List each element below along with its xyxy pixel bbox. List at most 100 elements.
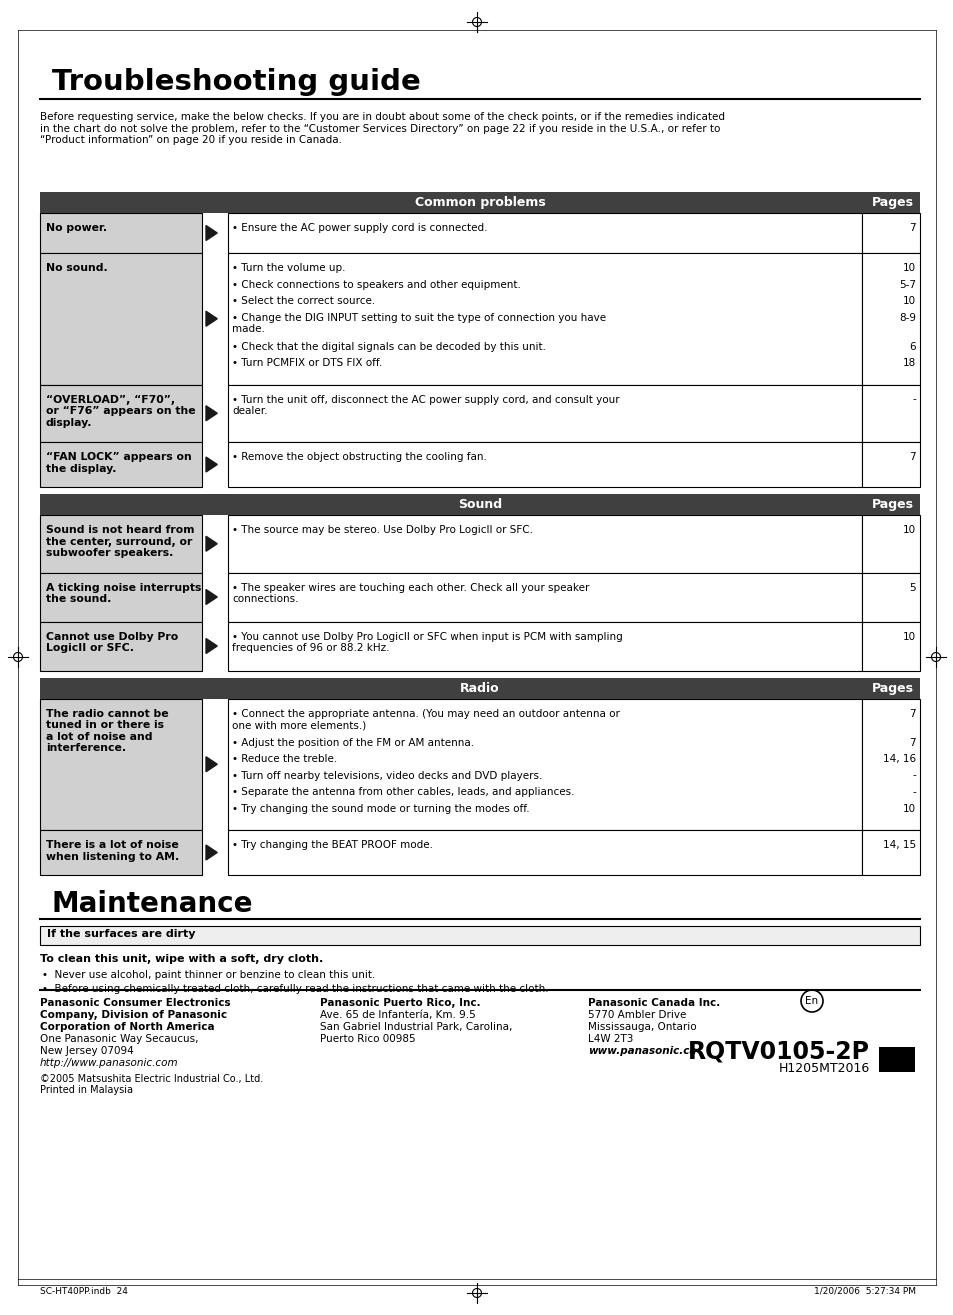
Text: Company, Division of Panasonic: Company, Division of Panasonic: [40, 1010, 227, 1020]
Text: San Gabriel Industrial Park, Carolina,: San Gabriel Industrial Park, Carolina,: [319, 1022, 512, 1032]
Bar: [228, 252, 862, 384]
Bar: [40, 213, 202, 252]
Bar: [228, 213, 862, 252]
Bar: [40, 622, 202, 671]
Text: 10: 10: [902, 525, 915, 535]
Text: • Check that the digital signals can be decoded by this unit.: • Check that the digital signals can be …: [232, 342, 545, 351]
Text: 5-7: 5-7: [898, 280, 915, 289]
Text: 7: 7: [908, 709, 915, 718]
Bar: [862, 384, 919, 442]
Text: 18: 18: [902, 358, 915, 368]
Text: 7: 7: [908, 738, 915, 747]
Text: Pages: Pages: [871, 196, 913, 209]
Text: Pages: Pages: [871, 498, 913, 512]
Text: 8-9: 8-9: [898, 313, 915, 322]
Bar: [40, 384, 202, 442]
Text: 14, 15: 14, 15: [882, 840, 915, 849]
Text: Cannot use Dolby Pro
LogicII or SFC.: Cannot use Dolby Pro LogicII or SFC.: [46, 631, 178, 654]
Polygon shape: [206, 537, 217, 551]
Bar: [862, 572, 919, 622]
Text: Mississauga, Ontario: Mississauga, Ontario: [587, 1022, 696, 1032]
Text: Panasonic Canada Inc.: Panasonic Canada Inc.: [587, 998, 720, 1009]
Text: • Connect the appropriate antenna. (You may need an outdoor antenna or
one with : • Connect the appropriate antenna. (You …: [232, 709, 619, 730]
Bar: [862, 622, 919, 671]
Text: 10: 10: [902, 803, 915, 814]
Polygon shape: [206, 589, 217, 605]
Text: RQTV0105-2P: RQTV0105-2P: [687, 1040, 869, 1064]
Text: No sound.: No sound.: [46, 263, 108, 274]
Text: • Try changing the BEAT PROOF mode.: • Try changing the BEAT PROOF mode.: [232, 840, 433, 849]
Text: • Check connections to speakers and other equipment.: • Check connections to speakers and othe…: [232, 280, 520, 289]
Text: -: -: [911, 394, 915, 405]
Bar: [862, 830, 919, 874]
Text: • Separate the antenna from other cables, leads, and appliances.: • Separate the antenna from other cables…: [232, 786, 574, 797]
Text: • Ensure the AC power supply cord is connected.: • Ensure the AC power supply cord is con…: [232, 224, 487, 233]
Text: -: -: [911, 771, 915, 781]
Text: 5770 Ambler Drive: 5770 Ambler Drive: [587, 1010, 685, 1020]
Text: • Reduce the treble.: • Reduce the treble.: [232, 753, 337, 764]
Text: • Turn PCMFIX or DTS FIX off.: • Turn PCMFIX or DTS FIX off.: [232, 358, 382, 368]
Text: “OVERLOAD”, “F70”,
or “F76” appears on the
display.: “OVERLOAD”, “F70”, or “F76” appears on t…: [46, 394, 195, 427]
Text: www.panasonic.ca: www.panasonic.ca: [587, 1045, 696, 1056]
Bar: [40, 252, 202, 384]
Text: 7: 7: [908, 224, 915, 233]
Text: 14, 16: 14, 16: [882, 753, 915, 764]
Text: Panasonic Puerto Rico, Inc.: Panasonic Puerto Rico, Inc.: [319, 998, 480, 1009]
Bar: [40, 572, 202, 622]
Text: There is a lot of noise
when listening to AM.: There is a lot of noise when listening t…: [46, 840, 179, 861]
Text: Common problems: Common problems: [415, 196, 545, 209]
Text: SC-HT40PP.indb  24: SC-HT40PP.indb 24: [40, 1287, 128, 1297]
Bar: [878, 1047, 914, 1072]
Text: L4W 2T3: L4W 2T3: [587, 1034, 633, 1044]
Bar: [40, 926, 919, 945]
Text: Maintenance: Maintenance: [52, 890, 253, 918]
Text: -: -: [911, 786, 915, 797]
Text: • Adjust the position of the FM or AM antenna.: • Adjust the position of the FM or AM an…: [232, 738, 474, 747]
Polygon shape: [206, 846, 217, 860]
Text: Sound is not heard from
the center, surround, or
subwoofer speakers.: Sound is not heard from the center, surr…: [46, 525, 194, 558]
Bar: [228, 622, 862, 671]
Text: Sound: Sound: [457, 498, 501, 512]
Text: http://www.panasonic.com: http://www.panasonic.com: [40, 1059, 178, 1068]
Text: • Try changing the sound mode or turning the modes off.: • Try changing the sound mode or turning…: [232, 803, 529, 814]
Bar: [40, 192, 919, 213]
Bar: [40, 494, 919, 515]
Text: Pages: Pages: [871, 681, 913, 694]
Text: Before requesting service, make the below checks. If you are in doubt about some: Before requesting service, make the belo…: [40, 112, 724, 145]
Bar: [862, 698, 919, 830]
Bar: [862, 442, 919, 487]
Polygon shape: [206, 225, 217, 241]
Text: Printed in Malaysia: Printed in Malaysia: [40, 1085, 132, 1095]
Text: 10: 10: [902, 263, 915, 274]
Text: 1/20/2006  5:27:34 PM: 1/20/2006 5:27:34 PM: [813, 1287, 915, 1297]
Text: One Panasonic Way Secaucus,: One Panasonic Way Secaucus,: [40, 1034, 198, 1044]
Text: • Turn the volume up.: • Turn the volume up.: [232, 263, 345, 274]
Bar: [40, 830, 202, 874]
Bar: [40, 442, 202, 487]
Polygon shape: [206, 458, 217, 472]
Text: •  Before using chemically treated cloth, carefully read the instructions that c: • Before using chemically treated cloth,…: [42, 984, 548, 994]
Text: Panasonic Consumer Electronics: Panasonic Consumer Electronics: [40, 998, 231, 1009]
Bar: [862, 213, 919, 252]
Text: New Jersey 07094: New Jersey 07094: [40, 1045, 133, 1056]
Text: • The speaker wires are touching each other. Check all your speaker
connections.: • The speaker wires are touching each ot…: [232, 583, 589, 604]
Polygon shape: [206, 312, 217, 326]
Text: If the surfaces are dirty: If the surfaces are dirty: [47, 928, 195, 939]
Text: Radio: Radio: [459, 681, 499, 694]
Text: To clean this unit, wipe with a soft, dry cloth.: To clean this unit, wipe with a soft, dr…: [40, 953, 323, 964]
Text: • You cannot use Dolby Pro LogicII or SFC when input is PCM with sampling
freque: • You cannot use Dolby Pro LogicII or SF…: [232, 631, 622, 654]
Text: The radio cannot be
tuned in or there is
a lot of noise and
interference.: The radio cannot be tuned in or there is…: [46, 709, 169, 753]
Bar: [40, 677, 919, 698]
Text: No power.: No power.: [46, 224, 107, 233]
Text: 5: 5: [908, 583, 915, 593]
Text: En: En: [804, 995, 818, 1006]
Bar: [228, 515, 862, 572]
Bar: [228, 830, 862, 874]
Polygon shape: [206, 639, 217, 654]
Text: Corporation of North America: Corporation of North America: [40, 1022, 214, 1032]
Polygon shape: [206, 756, 217, 772]
Text: • Select the correct source.: • Select the correct source.: [232, 296, 375, 306]
Bar: [40, 515, 202, 572]
Text: H1205MT2016: H1205MT2016: [778, 1063, 869, 1074]
Text: 10: 10: [902, 631, 915, 642]
